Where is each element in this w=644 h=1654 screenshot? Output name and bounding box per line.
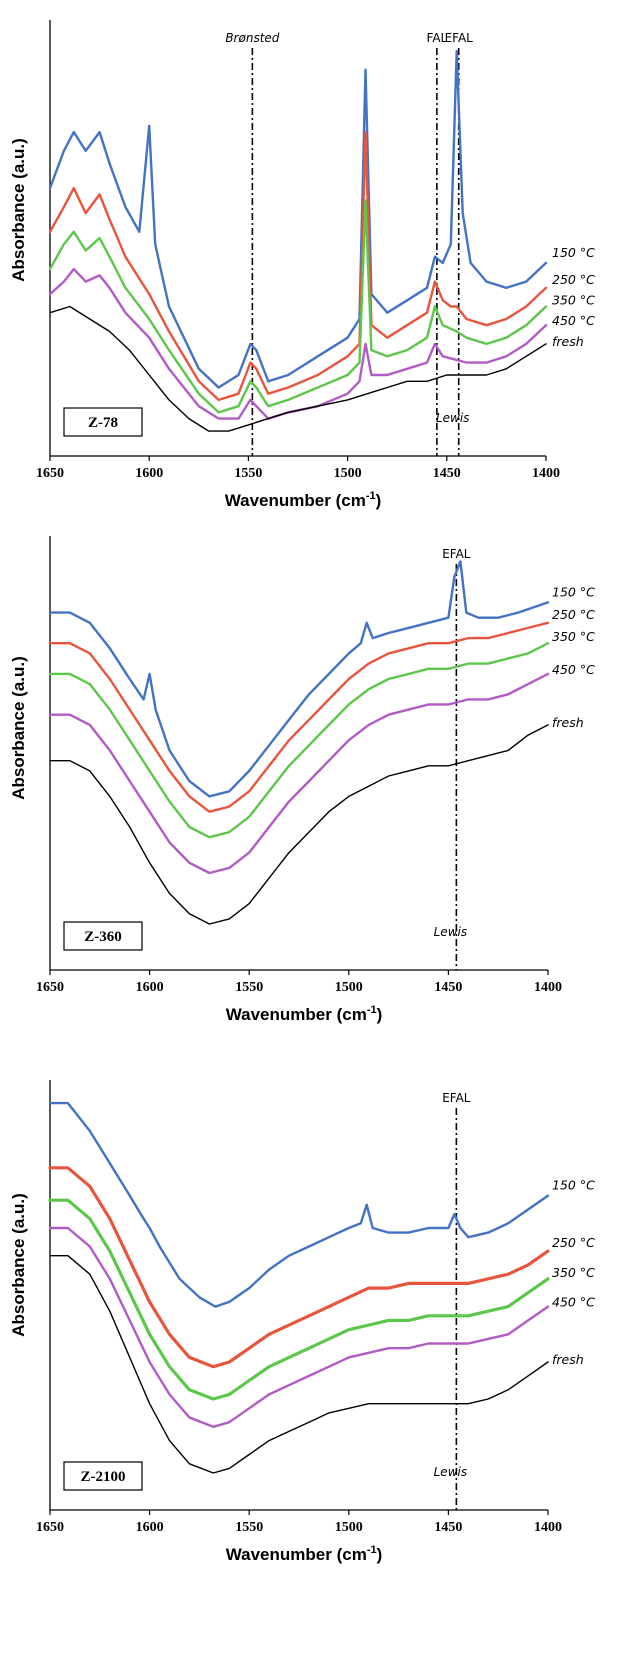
series-label: 250 °C [552,607,595,622]
series-line-350c [48,199,548,414]
y-axis-title: Absorbance (a.u.) [9,138,28,282]
series-label: 250 °C [552,1235,595,1250]
x-tick-label: 1500 [334,466,362,481]
annotation-label-efal: EFAL [445,31,474,45]
x-tick-label: 1400 [534,1520,562,1535]
series-label: 150 °C [552,245,595,260]
series-line-150c [48,49,548,389]
series-label: 250 °C [552,272,595,287]
panel-z-78: 1650 1600 1550 1500 1450 1400 Wavenumber (cm-1… [9,20,595,510]
x-tick-label: 1600 [135,466,163,481]
x-tick-label: 1500 [335,980,363,995]
annotation-lewis: Lewis [436,411,469,425]
series-line-fresh [49,724,549,925]
x-axis-title-text: Wavenumber (cm [226,1545,367,1564]
x-tick-label: 1650 [36,1520,64,1535]
series-label: 450 °C [552,662,595,677]
sample-tag: Z-360 [84,929,122,945]
x-tick-label: 1450 [434,980,462,995]
x-tick-label: 1650 [36,980,64,995]
sample-tag: Z-2100 [81,1469,126,1485]
annotation-lewis: Lewis [434,1465,467,1479]
annotation-lewis: Lewis [434,925,467,939]
x-axis-title-superscript: -1 [367,1004,377,1016]
series-line-250c [48,621,550,813]
sample-tag-box [63,407,143,437]
x-tick-label: 1400 [532,466,560,481]
x-tick-label: 1450 [434,1520,462,1535]
series-label: 150 °C [552,584,595,599]
sample-tag: Z-78 [88,415,118,431]
y-axis-title: Absorbance (a.u.) [9,656,28,800]
x-tick-label: 1650 [36,466,64,481]
x-tick-label: 1600 [136,1520,164,1535]
panel-z-360: 1650 1600 1550 1500 1450 1400 Wavenumber (cm-1… [9,536,595,1024]
x-tick-label: 1500 [335,1520,363,1535]
x-tick-label: 1600 [136,980,164,995]
annotation-label-efal: EFAL [442,547,471,561]
x-axis-title: Wavenumber (cm-1) [225,490,382,510]
series-label: fresh [552,334,584,349]
series-label: 450 °C [552,1295,595,1310]
series-line-150c [48,560,550,798]
x-axis-title-text: Wavenumber (cm [226,1005,367,1024]
sample-tag-box [63,1461,143,1491]
y-axis-title: Absorbance (a.u.) [9,1193,28,1337]
series-label: 350 °C [552,293,595,308]
series-line-150c [48,1101,550,1308]
x-tick-label: 1550 [234,466,262,481]
series-line-350c [48,1198,550,1401]
series-line-fresh [49,305,547,432]
x-tick-label: 1550 [235,1520,263,1535]
x-axis-title: Wavenumber (cm-1) [226,1004,383,1024]
series-label: 150 °C [552,1178,595,1193]
series-label: fresh [552,1352,584,1367]
annotation-label-efal: EFAL [442,1091,471,1105]
panel-z-2100: 1650 1600 1550 1500 1450 1400 Wavenumber (cm-1… [9,1080,595,1564]
series-line-250c [48,130,548,402]
x-axis-title-text: Wavenumber (cm [225,491,366,510]
x-axis-title-close: ) [377,1005,383,1024]
series-label: fresh [552,715,584,730]
sample-tag-box [63,921,143,951]
x-axis-title: Wavenumber (cm-1) [226,1544,383,1564]
series-label: 350 °C [552,1265,595,1280]
x-axis-title-superscript: -1 [366,490,376,502]
x-axis-title-close: ) [376,491,382,510]
series-line-250c [48,1166,550,1369]
x-tick-label: 1450 [433,466,461,481]
series-line-fresh [49,1255,549,1474]
series-label: 350 °C [552,629,595,644]
x-tick-label: 1550 [235,980,263,995]
series-line-350c [48,642,550,839]
x-axis-title-close: ) [377,1545,383,1564]
annotation-label-fal: FAL [427,31,448,45]
series-line-450c [48,1226,550,1428]
annotation-label-brønsted: Brønsted [225,31,279,45]
x-tick-label: 1400 [534,980,562,995]
series-label: 450 °C [552,313,595,328]
series-line-450c [48,672,550,875]
x-axis-title-superscript: -1 [367,1544,377,1556]
